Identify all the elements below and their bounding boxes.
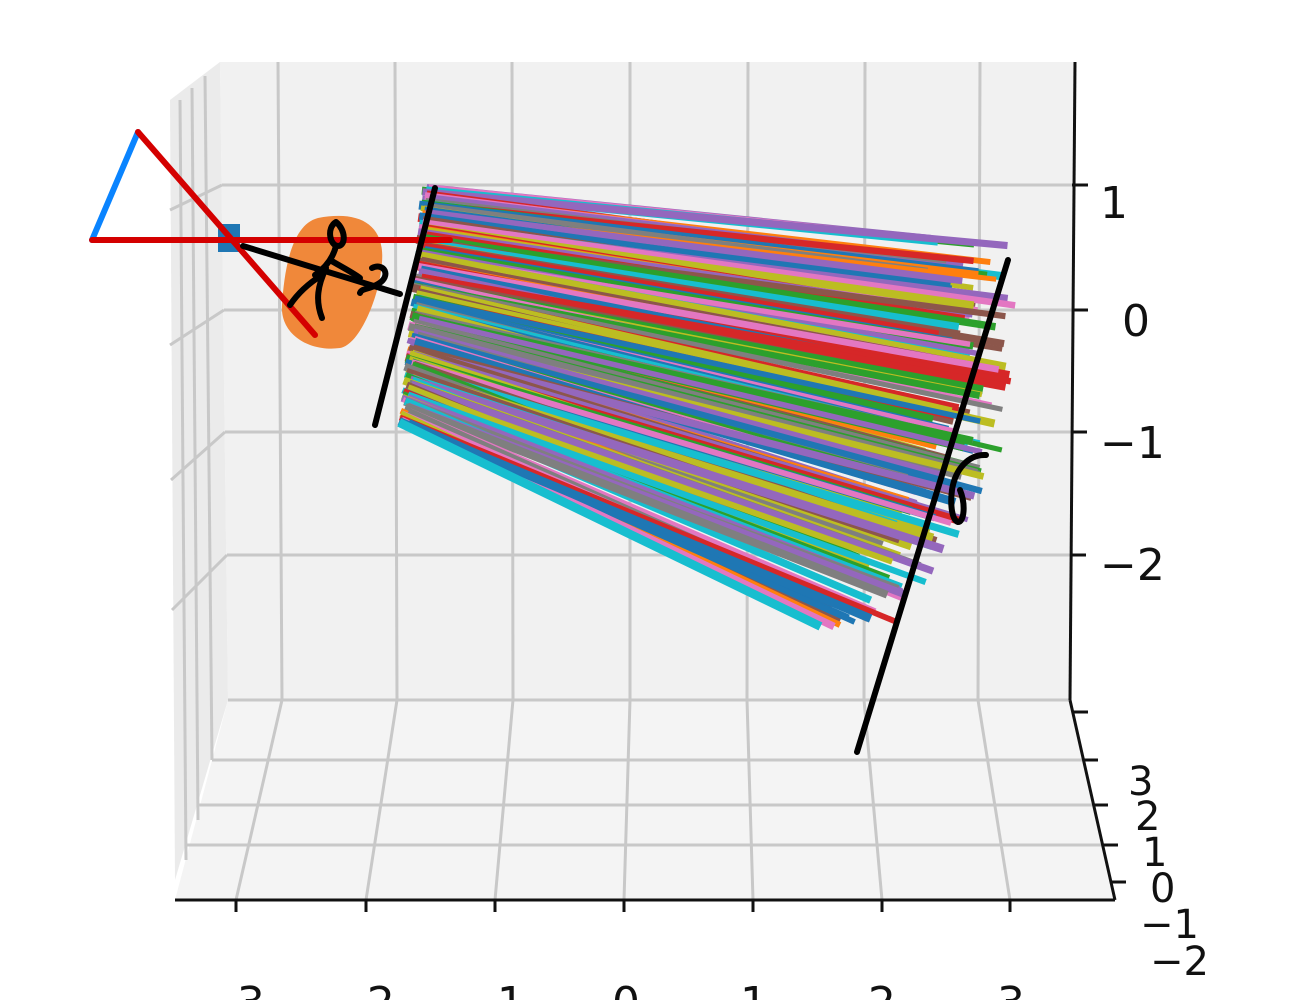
annotation-figure-sketch	[287, 219, 389, 321]
annotation-black-stroke	[372, 185, 438, 428]
grid-line	[622, 699, 632, 901]
grid-line	[364, 699, 399, 901]
grid-line	[170, 430, 226, 482]
z-tick-label: −2	[1100, 540, 1165, 591]
annotation-phi-mark	[948, 452, 989, 525]
x-tick-label: 3	[997, 978, 1025, 1000]
grid-line	[203, 75, 214, 761]
hand-annotations	[89, 129, 1011, 755]
ray-line	[419, 233, 997, 331]
ray-line	[413, 328, 941, 478]
floor-pane	[175, 700, 1115, 900]
x-tick-label: −3	[200, 978, 265, 1000]
grid-line	[976, 699, 1012, 901]
y-axis-line	[1068, 699, 1117, 901]
ray-line	[422, 219, 1016, 309]
annotation-black-stroke	[854, 257, 1011, 755]
y-tick-label: 0	[1150, 866, 1175, 912]
ray-line	[421, 284, 1003, 412]
ray-line	[414, 295, 981, 424]
ray-bundle	[397, 184, 1016, 631]
x-tick-label: 0	[612, 978, 640, 1000]
z-tick-label: −1	[1100, 418, 1165, 469]
x-tick-label: −1	[460, 978, 525, 1000]
source-highlight-blob	[281, 215, 383, 349]
ray-line	[397, 418, 823, 631]
y-tick-label: −1	[1140, 902, 1199, 948]
ray-line	[420, 273, 1007, 391]
ray-line	[398, 414, 898, 625]
tick-marks	[234, 183, 1126, 912]
axis-lines	[175, 61, 1117, 902]
ray-line	[422, 188, 1008, 250]
grid-line	[276, 61, 284, 701]
tick-labels: 1 0 −1 −2 3 2 1 0 −1 −2 −3 −2 −1 0 1 2 3	[200, 178, 1209, 1000]
ray-line	[407, 391, 927, 586]
ray-line	[410, 380, 935, 575]
x-tick-label: −2	[330, 978, 395, 1000]
y-tick-label: −2	[1150, 939, 1209, 985]
grid-line	[862, 699, 884, 901]
x-tick-label: 2	[868, 978, 896, 1000]
ray-line	[425, 209, 963, 285]
grid-line	[178, 99, 188, 861]
ray-line	[408, 375, 945, 554]
grid-line	[234, 699, 284, 901]
ray-line	[405, 402, 889, 599]
x-tick-label: 1	[740, 978, 768, 1000]
ray-line	[407, 419, 856, 625]
ray-line	[418, 315, 983, 455]
grid-line	[393, 61, 399, 701]
annotation-red-stroke	[135, 129, 318, 338]
annotation-blue-stroke	[89, 129, 141, 243]
y-tick-label: 3	[1128, 759, 1153, 805]
z-tick-label: 1	[1100, 178, 1128, 229]
grid-line	[190, 87, 200, 821]
grid-line	[169, 308, 225, 347]
y-tick-label: 2	[1135, 794, 1160, 840]
grid-line	[745, 699, 755, 901]
ray-line	[415, 250, 1007, 371]
grid-line	[170, 553, 229, 612]
y-tick-label: 1	[1142, 830, 1167, 876]
grid-line	[493, 699, 515, 901]
ray-line	[411, 359, 952, 526]
ray-line	[411, 332, 983, 495]
z-axis-line	[1068, 61, 1077, 701]
ray-line	[418, 263, 1000, 373]
z-tick-label: 0	[1122, 296, 1150, 347]
